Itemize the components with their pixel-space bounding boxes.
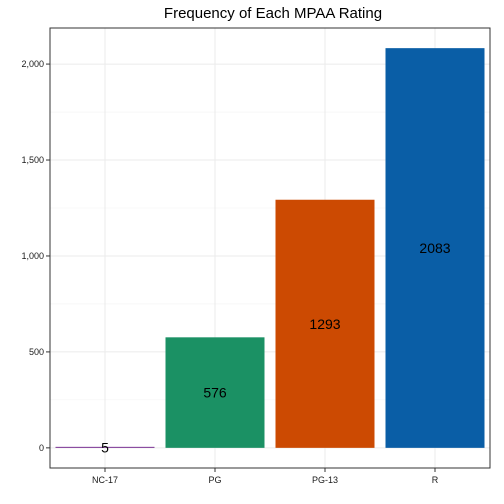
- bar-r: [385, 48, 485, 448]
- y-tick-label: 1,500: [21, 155, 44, 165]
- bar-value-label: 576: [203, 385, 227, 401]
- y-tick-label: 500: [29, 347, 44, 357]
- x-tick-label: PG: [208, 475, 221, 485]
- x-tick-label: PG-13: [312, 475, 338, 485]
- bar-value-label: 1293: [309, 316, 340, 332]
- bar-value-labels: 5 576 1293 2083: [101, 240, 451, 455]
- y-tick-label: 0: [39, 443, 44, 453]
- bar-pg-13: [275, 199, 375, 448]
- y-tick-label: 1,000: [21, 251, 44, 261]
- x-tick-label: R: [432, 475, 439, 485]
- bar-value-label: 2083: [419, 240, 450, 256]
- y-axis: 0 500 1,000 1,500 2,000: [21, 59, 50, 453]
- bars: [55, 48, 485, 448]
- bar-nc-17: [55, 446, 155, 448]
- x-tick-label: NC-17: [92, 475, 118, 485]
- chart-title: Frequency of Each MPAA Rating: [164, 5, 382, 22]
- x-axis: NC-17 PG PG-13 R: [92, 468, 439, 485]
- bar-pg: [165, 337, 265, 448]
- plot-panel-border: [49, 27, 491, 469]
- bar-value-label: 5: [101, 439, 109, 455]
- y-tick-label: 2,000: [21, 59, 44, 69]
